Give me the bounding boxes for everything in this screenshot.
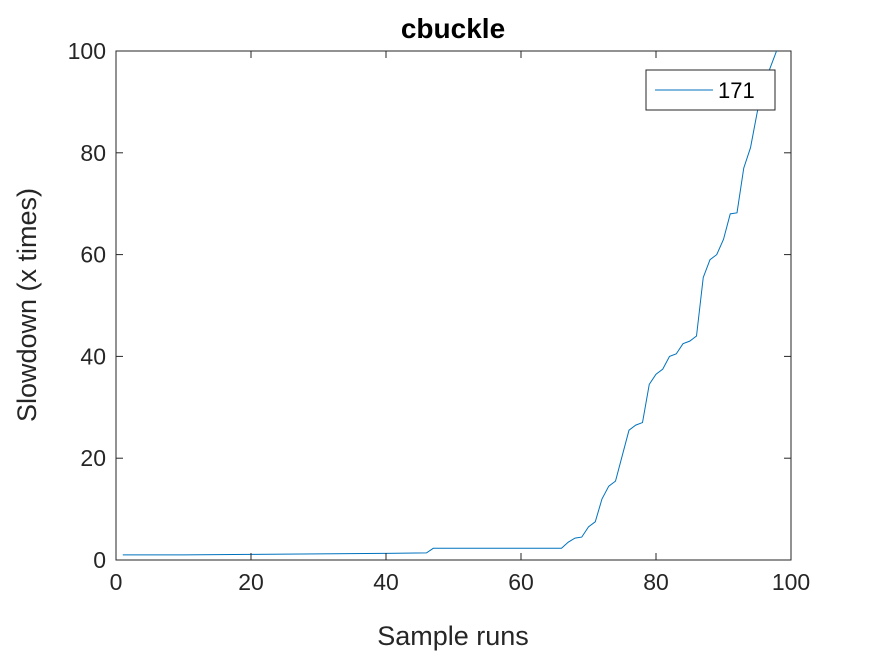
x-tick-label: 80 bbox=[643, 569, 669, 595]
y-axis-label: Slowdown (x times) bbox=[12, 188, 42, 422]
x-axis-label: Sample runs bbox=[377, 621, 529, 651]
x-tick-label: 0 bbox=[110, 569, 123, 595]
plot-frame bbox=[115, 50, 792, 561]
y-tick-label: 40 bbox=[80, 343, 106, 369]
series-line-171 bbox=[122, 51, 778, 556]
y-tick-label: 60 bbox=[80, 242, 106, 268]
chart-title: cbuckle bbox=[401, 13, 505, 44]
y-tick-label: 100 bbox=[68, 38, 106, 64]
x-tick-label: 20 bbox=[238, 569, 264, 595]
x-tick-label: 40 bbox=[373, 569, 399, 595]
x-tick-label: 100 bbox=[772, 569, 810, 595]
legend: 171 bbox=[645, 69, 776, 111]
y-tick-label: 20 bbox=[80, 445, 106, 471]
x-tick-label: 60 bbox=[508, 569, 534, 595]
plot-area: 0 20 40 60 80 100 0 20 40 60 80 100 bbox=[68, 38, 811, 595]
legend-label-171: 171 bbox=[718, 78, 755, 103]
y-tick-label: 80 bbox=[80, 140, 106, 166]
y-tick-label: 0 bbox=[93, 547, 106, 573]
